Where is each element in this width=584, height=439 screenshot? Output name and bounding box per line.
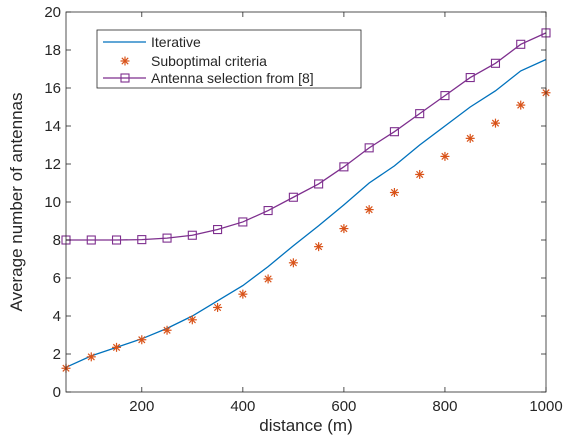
data-point-square <box>314 179 324 189</box>
data-point-square <box>389 127 399 137</box>
data-point-square <box>137 235 147 245</box>
y-tick-label: 12 <box>44 156 61 173</box>
data-point-asterisk <box>364 205 374 215</box>
x-tick-label: 600 <box>331 398 356 415</box>
data-point-asterisk <box>213 302 223 312</box>
legend-marker-antenna-selection <box>120 73 130 83</box>
series-line-iterative <box>65 58 547 368</box>
data-point-square <box>111 235 122 245</box>
chart-marks <box>61 28 551 373</box>
data-point-square <box>440 91 450 101</box>
data-point-asterisk <box>137 335 147 345</box>
data-point-square <box>238 217 248 227</box>
data-point-square <box>415 109 425 119</box>
data-point-square <box>263 206 273 216</box>
data-point-square <box>490 58 501 68</box>
data-point-asterisk <box>490 118 500 128</box>
x-axis-title: distance (m) <box>259 416 353 435</box>
x-tick-label: 800 <box>432 398 457 415</box>
legend-label-suboptimal: Suboptimal criteria <box>151 53 267 69</box>
data-point-square <box>339 162 349 172</box>
data-point-square <box>288 192 298 202</box>
x-tick-label: 1000 <box>529 398 562 415</box>
data-point-square <box>465 73 475 83</box>
chart-ticks: 200 400 600 800 1000 0 2 4 6 8 10 12 14 16 18 20 <box>44 4 562 415</box>
data-point-asterisk <box>86 352 96 362</box>
x-tick-label: 200 <box>129 398 154 415</box>
data-point-asterisk <box>465 133 475 143</box>
y-tick-label: 20 <box>44 4 61 21</box>
data-point-asterisk <box>112 342 122 352</box>
y-tick-label: 6 <box>53 270 61 287</box>
y-tick-label: 10 <box>44 194 61 211</box>
legend-label-antenna-selection: Antenna selection from [8] <box>151 70 314 86</box>
y-tick-label: 14 <box>44 118 61 135</box>
data-point-square <box>86 235 96 245</box>
data-point-asterisk <box>415 169 425 179</box>
data-point-square <box>516 39 526 49</box>
data-point-asterisk <box>288 258 298 268</box>
data-point-asterisk <box>263 274 273 284</box>
data-point-asterisk <box>314 242 324 252</box>
data-point-asterisk <box>187 315 197 325</box>
y-axis-title: Average number of antennas <box>7 93 26 312</box>
data-point-asterisk <box>440 151 450 161</box>
y-tick-label: 18 <box>44 42 61 59</box>
data-point-square <box>162 233 172 243</box>
y-tick-label: 0 <box>53 384 61 401</box>
data-point-square <box>187 230 197 240</box>
y-tick-label: 8 <box>53 232 61 249</box>
data-point-square <box>213 225 223 235</box>
data-point-asterisk <box>389 188 399 197</box>
legend-label-iterative: Iterative <box>151 34 201 50</box>
data-point-asterisk <box>162 325 172 335</box>
legend: Iterative Suboptimal criteria Antenna se… <box>96 29 362 89</box>
y-tick-label: 4 <box>53 308 61 325</box>
legend-swatch-suboptimal <box>120 56 130 66</box>
series-antenna-selection-from-8 <box>61 28 551 245</box>
y-tick-label: 2 <box>53 346 61 363</box>
data-point-asterisk <box>238 289 248 299</box>
data-point-asterisk <box>339 224 349 234</box>
data-point-asterisk <box>516 100 526 110</box>
series-iterative <box>65 58 547 368</box>
x-tick-label: 400 <box>230 398 255 415</box>
y-tick-label: 16 <box>44 80 61 97</box>
data-point-square <box>364 143 374 153</box>
